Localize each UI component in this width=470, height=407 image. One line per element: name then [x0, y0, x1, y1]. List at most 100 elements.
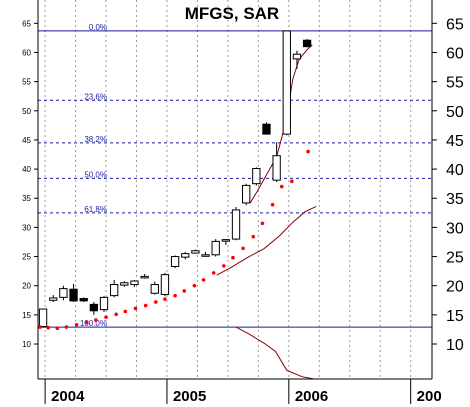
left-y-axis: 10 15 20 25 30 35 40 45 50 55 60 65 — [22, 19, 38, 349]
candles — [38, 30, 312, 328]
candle-body — [201, 254, 210, 257]
sar-dot — [211, 271, 216, 275]
candle-body — [262, 123, 271, 135]
candle-body — [292, 53, 302, 60]
sar-dot — [153, 300, 158, 304]
fib-label: 0.0% — [89, 23, 107, 32]
right-tick-label: 35 — [446, 191, 464, 208]
candle-body — [49, 297, 58, 301]
left-tick-label: 15 — [22, 311, 31, 320]
average-line — [216, 205, 317, 276]
sar-dot — [251, 234, 256, 239]
sar-dot — [64, 325, 69, 329]
x-tick-label: 2004 — [51, 388, 85, 405]
fib-label: 38.2% — [84, 135, 107, 144]
right-tick-label: 60 — [446, 45, 464, 62]
sar-dot — [192, 283, 197, 288]
average-line-lower — [235, 326, 315, 380]
fib-label: 23.6% — [84, 92, 107, 101]
candle-body — [191, 250, 200, 254]
sar-dot — [201, 278, 206, 282]
right-tick-label: 45 — [446, 133, 464, 150]
sar-dot — [123, 309, 128, 314]
right-tick-label: 10 — [446, 337, 464, 354]
right-tick-label: 25 — [446, 250, 464, 267]
candle-body — [79, 298, 88, 302]
sar-dot — [94, 318, 98, 322]
sar-dot — [38, 325, 42, 329]
left-tick-label: 10 — [22, 340, 31, 349]
sar-dot — [306, 149, 310, 154]
sar-dot — [182, 289, 187, 293]
sar-dot — [114, 312, 118, 317]
candle-body — [59, 288, 68, 298]
left-tick-label: 25 — [22, 253, 31, 262]
right-y-axis: 10 15 20 25 30 35 40 45 50 55 60 65 — [432, 16, 464, 354]
sar-dot — [290, 179, 294, 184]
right-tick-label: 40 — [446, 162, 464, 179]
sar-dot — [260, 221, 265, 226]
sar-dot — [173, 293, 177, 298]
candle-body — [120, 282, 129, 286]
sar-dot — [279, 184, 284, 189]
x-tick-label: 2006 — [295, 388, 328, 405]
left-tick-label: 40 — [22, 165, 31, 174]
sar-dot — [231, 255, 235, 260]
right-tick-label: 50 — [446, 104, 464, 121]
x-tick-label: 200 — [417, 388, 442, 405]
candle-body — [221, 239, 231, 242]
right-tick-label: 55 — [446, 75, 464, 92]
right-tick-label: 20 — [446, 279, 464, 296]
right-tick-label: 15 — [446, 308, 464, 325]
x-axis: 2004 2005 2006 200 — [44, 379, 442, 405]
fib-label: 61.8% — [84, 205, 107, 214]
sar-dot — [143, 303, 148, 308]
sar-dot — [222, 264, 226, 268]
sar-dot — [270, 202, 275, 207]
candle-body — [231, 209, 241, 240]
chart-title: MFGS, SAR — [185, 4, 279, 23]
sar-dot — [163, 297, 167, 301]
candle-body — [140, 275, 149, 279]
fib-label: 100.0% — [80, 319, 107, 328]
left-tick-label: 30 — [22, 223, 31, 232]
right-tick-label: 65 — [446, 16, 464, 33]
plot-area — [38, 0, 432, 379]
sar-dot — [55, 326, 60, 331]
left-tick-label: 35 — [22, 194, 31, 203]
sar-dot — [241, 246, 245, 251]
candle-body — [130, 280, 139, 286]
candle-body — [272, 155, 281, 181]
right-tick-label: 30 — [446, 220, 464, 237]
left-tick-label: 65 — [22, 19, 31, 28]
candle-body — [38, 308, 48, 328]
candle-body — [302, 39, 312, 48]
candle-body — [89, 303, 99, 312]
candle-body — [181, 253, 190, 258]
left-tick-label: 45 — [22, 136, 31, 145]
sar-dot — [133, 306, 138, 311]
left-tick-label: 60 — [22, 48, 31, 57]
candle-body — [252, 168, 261, 185]
sar-dot — [104, 315, 108, 319]
left-tick-label: 50 — [22, 107, 31, 116]
sar-dot — [84, 320, 89, 325]
candle-body — [211, 240, 220, 256]
candle-body — [150, 284, 159, 294]
fibonacci-levels: 0.0% 23.6% 38.2% 50.0% 61.8% 100.0% — [38, 23, 432, 328]
candle-body — [242, 184, 251, 204]
candle-body — [110, 284, 119, 297]
sar-dots — [38, 149, 310, 331]
fib-label: 50.0% — [84, 170, 107, 179]
left-tick-label: 55 — [22, 78, 31, 87]
candle-body — [99, 296, 109, 311]
candle-body — [282, 30, 291, 135]
candle-body — [160, 274, 170, 295]
sar-dot — [74, 322, 79, 327]
sar-dot — [46, 325, 50, 330]
left-tick-label: 20 — [22, 282, 31, 291]
candle-body — [69, 288, 78, 302]
x-tick-label: 2005 — [173, 388, 206, 405]
candle-body — [170, 256, 180, 267]
